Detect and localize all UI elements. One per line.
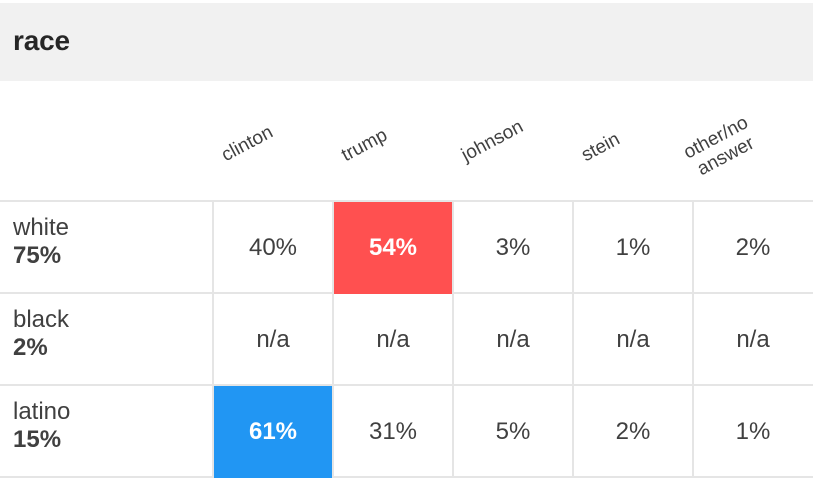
column-divider: [692, 200, 694, 478]
column-header-trump: trump: [338, 124, 391, 166]
column-divider: [572, 200, 574, 478]
table-cell-white-4: 1%: [615, 234, 651, 261]
row-divider: [0, 384, 813, 386]
row-divider: [0, 476, 813, 478]
column-header-johnson: johnson: [458, 116, 527, 166]
group-share: 2%: [13, 334, 48, 361]
table-cell-white-5: 2%: [735, 234, 771, 261]
table-cell-black-5: n/a: [736, 326, 770, 353]
group-share: 15%: [13, 426, 62, 453]
table-cell-black-3: n/a: [496, 326, 530, 353]
column-divider: [212, 200, 214, 478]
column-header-clinton: clinton: [218, 121, 277, 166]
column-header-other-no-answer: other/no answer: [680, 112, 758, 181]
group-share: 75%: [13, 242, 62, 269]
table-cell-latino-4: 2%: [615, 418, 651, 445]
table-cell-black-1: n/a: [256, 326, 290, 353]
table-cell-latino-5: 1%: [735, 418, 771, 445]
table-cell-black-2: n/a: [376, 326, 410, 353]
row-label-black: black 2%: [13, 306, 69, 362]
column-divider: [332, 200, 334, 478]
table-cell-white-2: 54%: [334, 202, 452, 294]
table-cell-latino-2: 31%: [368, 418, 418, 445]
table-cell-latino-1: 61%: [214, 386, 332, 478]
table-cell-white-1: 40%: [248, 234, 298, 261]
row-label-white: white 75%: [13, 214, 69, 270]
table-cell-black-4: n/a: [616, 326, 650, 353]
column-header-stein: stein: [578, 128, 624, 166]
table-cell-white-3: 3%: [495, 234, 531, 261]
row-divider: [0, 200, 813, 202]
table-cell-latino-3: 5%: [495, 418, 531, 445]
group-name: white: [13, 214, 70, 241]
row-label-latino: latino 15%: [13, 398, 70, 454]
table-title: race: [13, 25, 70, 56]
column-divider: [452, 200, 454, 478]
group-name: black: [13, 306, 70, 333]
group-name: latino: [13, 398, 71, 425]
table-header-bar: race: [0, 3, 813, 81]
